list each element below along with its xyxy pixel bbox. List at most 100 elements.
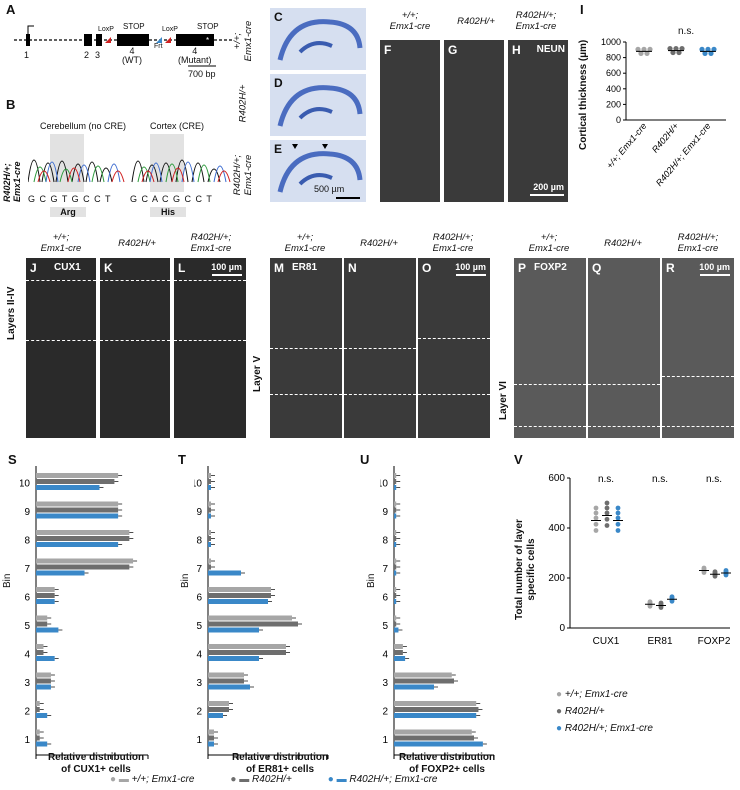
- x-tick-label: ER81: [647, 636, 672, 647]
- y-tick-label: 400: [606, 84, 621, 94]
- ylabel-s: Bin: [2, 573, 13, 588]
- data-point: [593, 505, 599, 511]
- bar-het: [394, 479, 397, 484]
- bar-het: [394, 707, 479, 712]
- bar-het: [208, 678, 244, 684]
- data-point: [644, 50, 650, 56]
- chart-s: 123456789100.00.10.20.3: [20, 466, 149, 759]
- bar-wt: [36, 501, 119, 507]
- data-point: [604, 523, 610, 528]
- xlabel-t: Relative distribution of ER81+ cells: [231, 752, 329, 775]
- bar-wt: [208, 701, 229, 706]
- bar-mut: [208, 656, 259, 661]
- xlabel-u: Relative distribution of FOXP2+ cells: [398, 752, 496, 775]
- data-point: [638, 50, 644, 56]
- hippocampus-image-c: C: [270, 8, 366, 70]
- bin-tick-label: 1: [382, 735, 388, 746]
- bar-het: [36, 650, 44, 655]
- panel-letter-f: F: [384, 43, 392, 57]
- col-label-g: R402H/+: [457, 16, 495, 27]
- bin-tick-label: 1: [196, 735, 202, 746]
- bar-wt: [394, 672, 452, 678]
- bar-mut: [36, 713, 48, 718]
- panel-letter-g: G: [448, 43, 458, 57]
- bar-wt: [208, 558, 211, 564]
- scale-label-a: 700 bp: [188, 69, 216, 79]
- scale-bar-o: [456, 274, 486, 276]
- data-point: [711, 46, 717, 52]
- exon-label-2: 2: [84, 50, 90, 60]
- scale-label-r: 100 µm: [699, 262, 730, 272]
- bar-het: [394, 678, 454, 684]
- chart-u: 123456789100.000.150.300.45: [380, 466, 495, 759]
- data-point: [723, 568, 729, 573]
- bar-mut: [208, 542, 211, 547]
- bar-wt: [208, 473, 211, 478]
- bar-het: [394, 650, 403, 655]
- panel-letter-r: R: [666, 261, 675, 275]
- bin-tick-label: 2: [24, 706, 30, 717]
- sequence-left: G C G T G C C T: [28, 194, 112, 204]
- panel-letter-e: E: [274, 142, 283, 156]
- panel-letter-m: M: [274, 261, 284, 275]
- ns-label-i: n.s.: [678, 26, 695, 37]
- bar-mut: [208, 713, 223, 718]
- col-label-j: +/+; Emx1-cre: [40, 232, 82, 254]
- data-point: [647, 46, 653, 52]
- bin-tick-label: 6: [196, 592, 202, 603]
- scale-bar-r: [700, 274, 730, 276]
- bar-wt: [394, 558, 397, 564]
- ylabel-t: Bin: [180, 573, 191, 588]
- v-legend-item-het: ● R402H/+: [556, 706, 605, 717]
- scale-bar-h: [530, 194, 564, 196]
- bar-mut: [36, 684, 51, 690]
- data-point: [604, 510, 610, 516]
- neun-marker-label: NEUN: [536, 44, 565, 55]
- col-label-p: +/+; Emx1-cre: [528, 232, 570, 254]
- data-point: [615, 521, 621, 527]
- svg-text:*: *: [206, 36, 209, 45]
- neun-image-f: F: [380, 40, 440, 202]
- bar-mut: [208, 684, 250, 690]
- er81-image-o: O 100 µm: [418, 258, 490, 438]
- data-point: [615, 505, 621, 511]
- bar-het: [208, 735, 214, 741]
- col-label-o: R402H/+; Emx1-cre: [432, 232, 474, 254]
- cux1-image-l: L 100 µm: [174, 258, 246, 438]
- bin-tick-label: 9: [382, 507, 388, 518]
- panel-letter-c: C: [274, 10, 283, 24]
- hippocampus-image-d: D: [270, 74, 366, 136]
- panel-letter-u: U: [360, 452, 370, 467]
- data-point: [705, 46, 711, 52]
- v-legend-item-wt: ● +/+; Emx1-cre: [556, 689, 628, 700]
- exon-label-4-wt: 4 (WT): [122, 46, 142, 65]
- legend-item-mut: ● ▬ R402H/+; Emx1-cre: [327, 774, 438, 785]
- col-label-q: R402H/+: [604, 238, 642, 249]
- legend-item-het: ● ▬ R402H/+: [230, 774, 292, 785]
- data-point: [593, 510, 599, 516]
- panel-letter-d: D: [274, 76, 283, 90]
- foxp2-marker-label: FOXP2: [534, 262, 567, 273]
- bar-het: [208, 536, 211, 541]
- data-point: [604, 505, 610, 511]
- genotype-label-b: R402H/+; Emx1-cre: [2, 161, 22, 202]
- loxp-marker-2: [165, 37, 171, 43]
- frt-marker: [156, 37, 162, 43]
- data-point: [635, 46, 641, 52]
- bar-wt: [208, 530, 211, 535]
- bar-het: [394, 507, 397, 513]
- x-tick-label: CUX1: [593, 636, 620, 647]
- stop-label-2: STOP: [197, 22, 219, 31]
- neun-image-h: H NEUN 200 µm: [508, 40, 568, 202]
- panel-letter-q: Q: [592, 261, 602, 275]
- panel-letter-v: V: [514, 452, 523, 467]
- bin-tick-label: 7: [24, 564, 30, 575]
- x-tick-label: R402H/+: [650, 121, 681, 155]
- panel-letter-h: H: [512, 43, 521, 57]
- bar-het: [36, 707, 40, 712]
- bar-wt: [36, 729, 40, 735]
- bar-mut: [394, 570, 397, 576]
- bar-wt: [208, 587, 271, 592]
- col-label-h: R402H/+; Emx1-cre: [515, 10, 557, 32]
- bar-het: [394, 621, 397, 627]
